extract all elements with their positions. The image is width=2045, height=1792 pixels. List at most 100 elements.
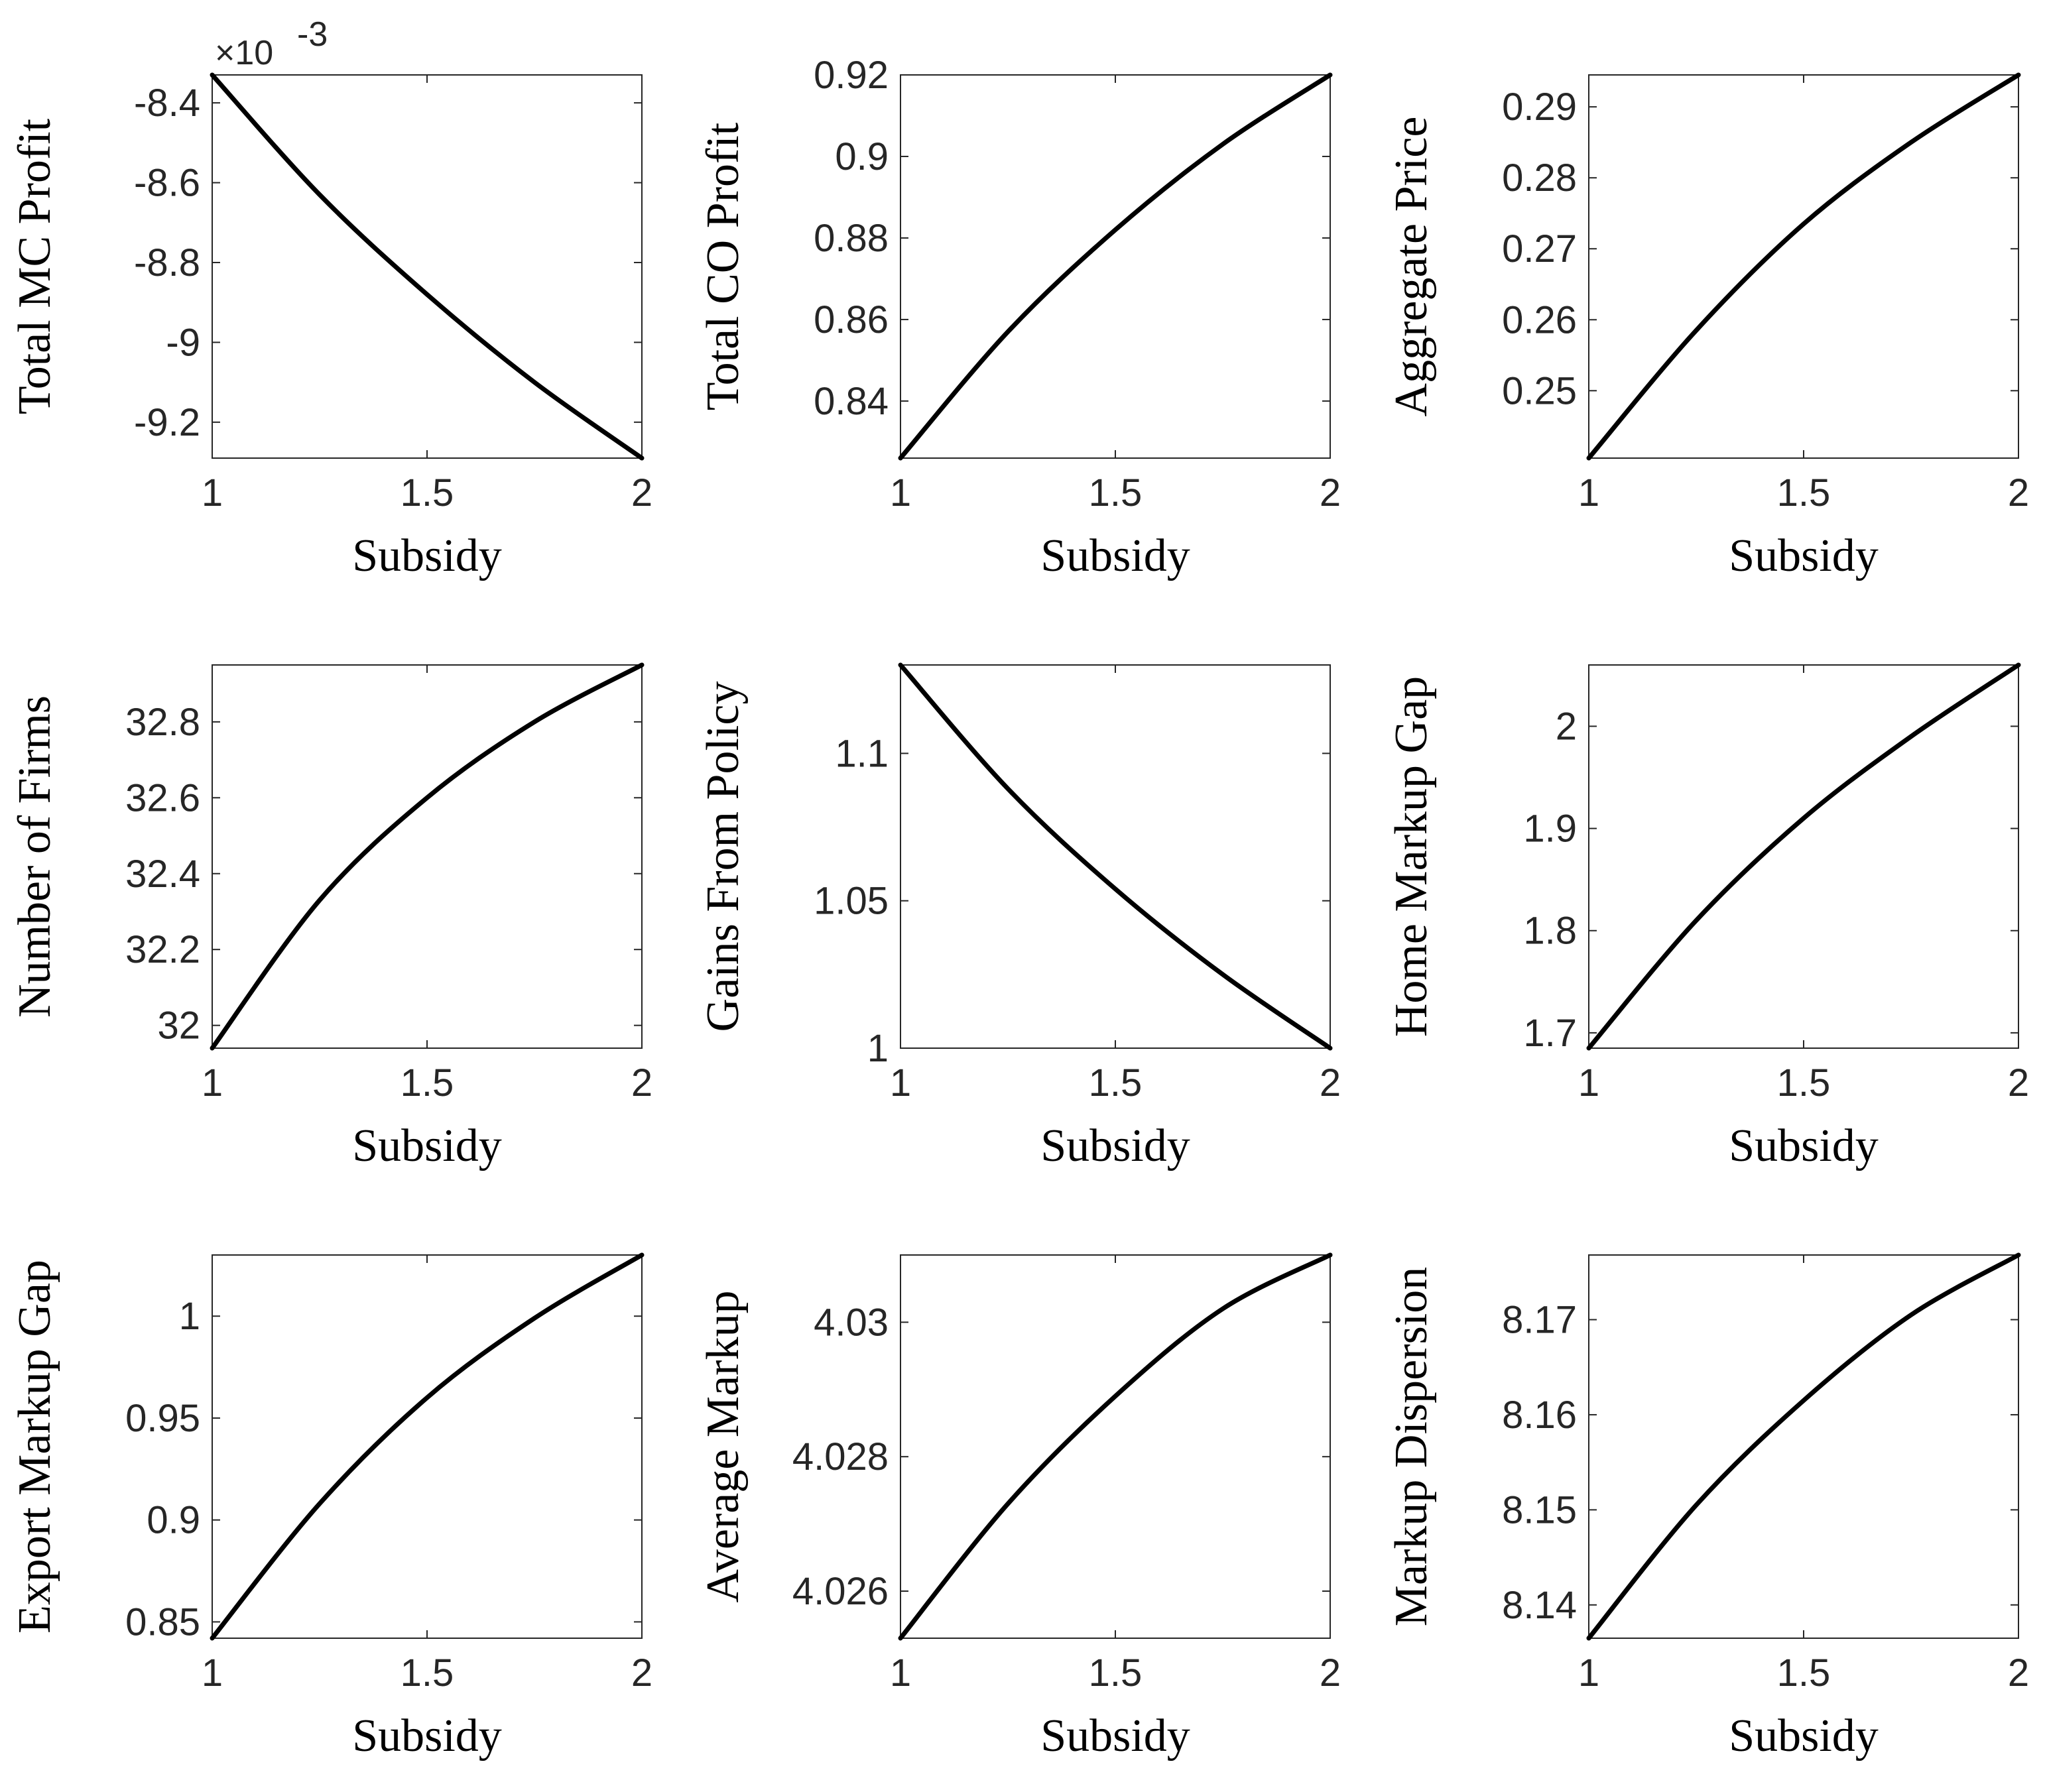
x-tick-label: 2 <box>1320 471 1341 514</box>
series-line <box>898 1252 1333 1641</box>
x-axis-label: Subsidy <box>1729 1120 1879 1171</box>
x-tick-label: 1.5 <box>401 471 454 514</box>
y-axis-label: Total MC Profit <box>9 118 60 414</box>
subplot-8: 1 1.5 2 4.03 4.028 4.026 Subsidy Average Markup <box>698 1252 1341 1762</box>
y-tick-label: -8.6 <box>134 162 200 205</box>
y-tick-label: 1.7 <box>1523 1012 1577 1055</box>
series-line <box>210 72 645 461</box>
y-tick-label: 8.14 <box>1502 1584 1577 1627</box>
x-tick-label: 2 <box>1320 1061 1341 1105</box>
x-tick-label: 1.5 <box>1089 1651 1143 1695</box>
plot-frame <box>1588 1254 2019 1639</box>
x-tick-label: 1.5 <box>1777 1651 1831 1695</box>
x-tick-label: 1 <box>1578 1651 1599 1695</box>
y-axis-label: Number of Firms <box>9 695 60 1018</box>
y-axis-label: Aggregate Price <box>1386 117 1437 417</box>
series-line <box>210 1252 645 1641</box>
y-tick-label: 0.9 <box>835 135 889 178</box>
plot-frame <box>900 664 1331 1049</box>
y-axis-label: Gains From Policy <box>698 682 749 1032</box>
y-tick-label: 1 <box>179 1295 200 1338</box>
plot-frame <box>212 74 643 459</box>
x-axis-label: Subsidy <box>352 530 502 581</box>
axis-multiplier-exponent: -3 <box>297 15 328 54</box>
axis-multiplier: ×10 <box>215 34 273 72</box>
y-tick-label: 0.86 <box>814 298 889 341</box>
y-tick-label: 1.9 <box>1523 807 1577 851</box>
plot-frame <box>900 1254 1331 1639</box>
y-tick-label: 0.29 <box>1502 86 1577 129</box>
subplot-2: 1 1.5 2 0.92 0.9 0.88 0.86 0.84 Subsidy Total CO … <box>698 54 1341 581</box>
x-axis-label: Subsidy <box>1729 530 1879 581</box>
y-tick-label: 32.4 <box>125 853 200 896</box>
series-line <box>1586 1252 2021 1641</box>
y-tick-label: 1.1 <box>835 732 889 775</box>
subplot-6: 1 1.5 2 2 1.9 1.8 1.7 Subsidy Home Markup Gap <box>1386 662 2029 1171</box>
y-tick-label: 32.8 <box>125 701 200 744</box>
subplot-9: 1 1.5 2 8.17 8.16 8.15 8.14 Subsidy Markup Dispe… <box>1386 1252 2029 1762</box>
x-tick-label: 1.5 <box>1777 1061 1831 1105</box>
plot-frame <box>900 74 1331 459</box>
y-tick-label: 0.85 <box>125 1600 200 1643</box>
x-tick-label: 2 <box>2008 1651 2029 1695</box>
series-line <box>1586 662 2021 1051</box>
y-tick-label: 32.6 <box>125 776 200 819</box>
x-tick-label: 1 <box>890 1061 911 1105</box>
x-tick-label: 1.5 <box>1089 1061 1143 1105</box>
series-line <box>898 72 1333 461</box>
plot-frame <box>1588 664 2019 1049</box>
y-tick-label: 0.25 <box>1502 369 1577 412</box>
y-tick-label: 32 <box>157 1004 200 1047</box>
x-tick-label: 1.5 <box>401 1061 454 1105</box>
y-axis-label: Export Markup Gap <box>9 1260 60 1634</box>
y-tick-label: 0.84 <box>814 380 889 423</box>
y-tick-label: 4.03 <box>814 1301 889 1344</box>
x-tick-label: 2 <box>631 471 652 514</box>
x-tick-label: 1.5 <box>1089 471 1143 514</box>
y-tick-label: 8.16 <box>1502 1394 1577 1437</box>
y-tick-label: -9 <box>166 321 200 364</box>
y-tick-label: 2 <box>1556 705 1577 748</box>
plot-frame <box>212 1254 643 1639</box>
y-axis-label: Home Markup Gap <box>1386 676 1437 1037</box>
x-tick-label: 1 <box>202 1651 223 1695</box>
x-tick-label: 1 <box>1578 471 1599 514</box>
plot-frame <box>1588 74 2019 459</box>
y-tick-label: 0.95 <box>125 1397 200 1440</box>
x-tick-label: 2 <box>2008 471 2029 514</box>
y-tick-label: 32.2 <box>125 928 200 971</box>
subplot-1: 1 1.5 2 -8.4 -8.6 -8.8 -9 -9.2 Subsidy Total MC P… <box>9 15 652 581</box>
x-tick-label: 2 <box>2008 1061 2029 1105</box>
y-tick-label: 0.26 <box>1502 298 1577 341</box>
plot-frame <box>212 664 643 1049</box>
series-line <box>898 662 1333 1051</box>
x-axis-label: Subsidy <box>1040 1120 1190 1171</box>
x-tick-label: 1.5 <box>401 1651 454 1695</box>
subplot-7: 1 1.5 2 1 0.95 0.9 0.85 Subsidy Export Markup Ga… <box>9 1252 652 1762</box>
y-tick-label: 4.028 <box>792 1435 889 1478</box>
y-tick-label: 1.8 <box>1523 910 1577 953</box>
y-tick-label: 1.05 <box>814 880 889 923</box>
y-tick-label: 0.27 <box>1502 227 1577 270</box>
y-tick-label: 4.026 <box>792 1570 889 1613</box>
series-line <box>1586 72 2021 461</box>
x-tick-label: 1 <box>890 1651 911 1695</box>
y-tick-label: 0.28 <box>1502 156 1577 200</box>
y-tick-label: 8.17 <box>1502 1299 1577 1342</box>
y-axis-label: Total CO Profit <box>698 122 749 410</box>
subplot-3: 1 1.5 2 0.29 0.28 0.27 0.26 0.25 Subsidy Aggregat… <box>1386 72 2029 581</box>
y-tick-label: -8.4 <box>134 82 200 125</box>
y-tick-label: 1 <box>867 1027 889 1070</box>
y-tick-label: -8.8 <box>134 241 200 284</box>
y-tick-label: 0.88 <box>814 217 889 260</box>
x-axis-label: Subsidy <box>1040 1710 1190 1762</box>
series-line <box>210 662 645 1051</box>
y-tick-label: 0.9 <box>147 1499 200 1542</box>
x-axis-label: Subsidy <box>352 1120 502 1171</box>
y-axis-label: Markup Dispersion <box>1386 1267 1437 1626</box>
x-tick-label: 2 <box>631 1061 652 1105</box>
x-tick-label: 1 <box>1578 1061 1599 1105</box>
x-tick-label: 1.5 <box>1777 471 1831 514</box>
